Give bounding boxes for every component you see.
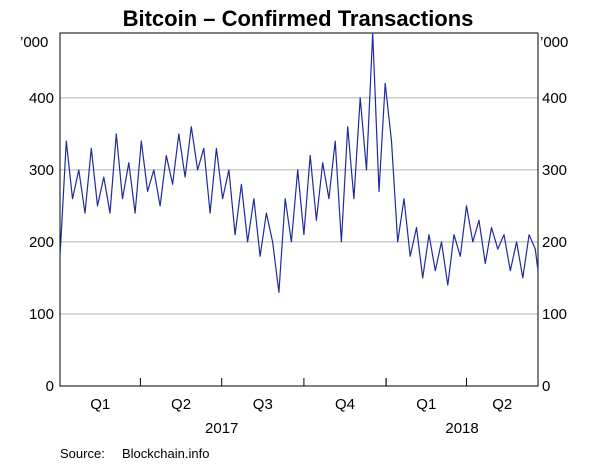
- y-tick-right-100: 100: [542, 306, 567, 323]
- x-quarter-label-1: Q2: [171, 396, 191, 413]
- y-tick-right-300: 300: [542, 162, 567, 179]
- y-tick-left-200: 200: [29, 234, 54, 251]
- x-quarter-label-5: Q2: [492, 396, 512, 413]
- y-axis-left: 0 100 200 300 400: [29, 90, 54, 395]
- y-tick-left-0: 0: [46, 378, 54, 395]
- source-text: Blockchain.info: [122, 446, 209, 461]
- y-tick-right-400: 400: [542, 90, 567, 107]
- chart-title: Bitcoin – Confirmed Transactions: [123, 6, 474, 31]
- y-axis-right: 0 100 200 300 400: [542, 90, 567, 395]
- x-axis: Q1 Q2 Q3 Q4 Q1 Q2 2017 2018: [90, 378, 512, 437]
- y-tick-right-200: 200: [542, 234, 567, 251]
- y-unit-label-left: ’000: [20, 34, 48, 51]
- x-year-label-2018: 2018: [445, 420, 478, 437]
- gridlines: [60, 97, 538, 315]
- x-quarter-label-4: Q1: [416, 396, 436, 413]
- x-quarter-label-0: Q1: [90, 396, 110, 413]
- x-quarter-label-3: Q4: [335, 396, 355, 413]
- y-tick-right-0: 0: [542, 378, 550, 395]
- y-tick-left-100: 100: [29, 306, 54, 323]
- plot-frame: [59, 32, 539, 387]
- y-unit-label-right: ’000: [540, 34, 568, 51]
- x-quarter-label-2: Q3: [253, 396, 273, 413]
- y-tick-left-400: 400: [29, 90, 54, 107]
- x-year-label-2017: 2017: [205, 420, 238, 437]
- y-tick-left-300: 300: [29, 162, 54, 179]
- source-label: Source:: [60, 446, 105, 461]
- series-line-confirmed-transactions: [59, 32, 539, 293]
